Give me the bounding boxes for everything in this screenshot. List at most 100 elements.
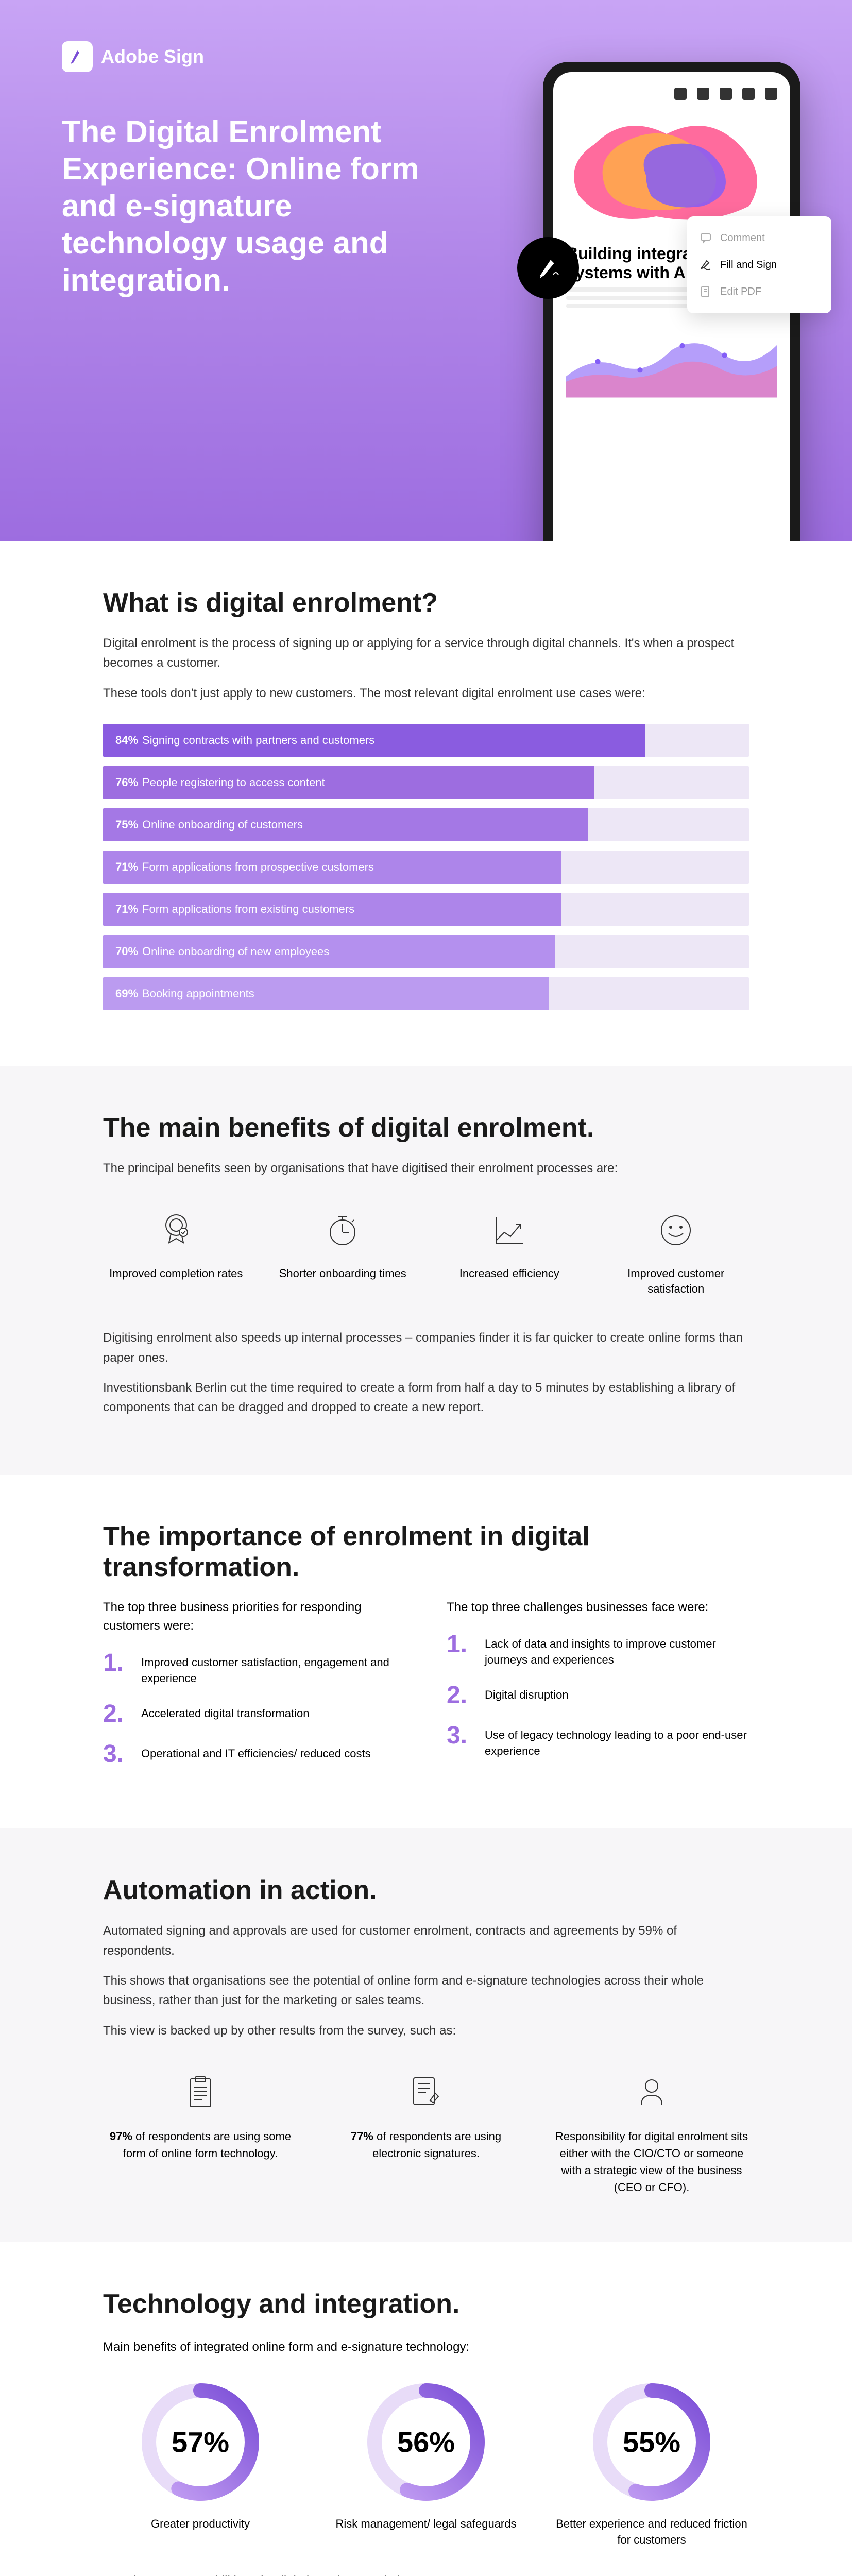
auto-text: 97% of respondents are using some form o… <box>103 2128 298 2162</box>
bar-item: 71%Form applications from existing custo… <box>103 893 749 926</box>
comment-icon <box>700 232 712 244</box>
benefit-item: Increased efficiency <box>436 1210 583 1298</box>
auto-row: 97% of respondents are using some form o… <box>103 2072 749 2196</box>
numbered-item: 1. Lack of data and insights to improve c… <box>447 1632 749 1668</box>
chart-graphic <box>566 324 777 398</box>
donut-wrap: 56% <box>364 2380 488 2504</box>
item-number: 3. <box>103 1742 129 1767</box>
item-text: Operational and IT efficiencies/ reduced… <box>141 1742 371 1762</box>
menu-label: Comment <box>720 232 765 244</box>
benefit-label: Increased efficiency <box>436 1266 583 1282</box>
toolbar-icon <box>697 88 709 100</box>
pen-badge <box>517 237 579 299</box>
donut-wrap: 55% <box>590 2380 713 2504</box>
item-number: 3. <box>447 1723 472 1748</box>
edit-icon <box>700 285 712 298</box>
section-title: Automation in action. <box>103 1875 749 1906</box>
sub-heading: Most important capabilities of a digital… <box>103 2574 749 2576</box>
brand-name: Adobe Sign <box>101 46 204 67</box>
auto-text: 77% of respondents are using electronic … <box>329 2128 523 2162</box>
item-text: Digital disruption <box>485 1683 569 1703</box>
item-number: 1. <box>447 1632 472 1657</box>
numbered-item: 1. Improved customer satisfaction, engage… <box>103 1651 405 1687</box>
smile-icon <box>655 1210 696 1251</box>
item-text: Use of legacy technology leading to a po… <box>485 1723 749 1759</box>
section-automation: Automation in action. Automated signing … <box>0 1828 852 2242</box>
benefit-item: Improved completion rates <box>103 1210 249 1298</box>
donut-label: Risk management/ legal safeguards <box>329 2516 523 2532</box>
body-text: Digitising enrolment also speeds up inte… <box>103 1328 749 1368</box>
bar-item: 71%Form applications from prospective cu… <box>103 851 749 884</box>
body-text: This view is backed up by other results … <box>103 2021 749 2041</box>
bar-fill: 76%People registering to access content <box>103 766 594 799</box>
auto-item: 77% of respondents are using electronic … <box>329 2072 523 2196</box>
menu-label: Edit PDF <box>720 286 761 298</box>
hero-section: Adobe Sign The Digital Enrolment Experie… <box>0 0 852 541</box>
pen-icon <box>67 46 88 67</box>
col-heading: The top three challenges businesses face… <box>447 1598 749 1617</box>
donut-item: 56% Risk management/ legal safeguards <box>329 2380 523 2548</box>
bar-fill: 71%Form applications from prospective cu… <box>103 851 561 884</box>
bar-fill: 70%Online onboarding of new employees <box>103 935 555 968</box>
body-text: Investitionsbank Berlin cut the time req… <box>103 1378 749 1418</box>
item-number: 2. <box>103 1702 129 1726</box>
sign-icon <box>700 259 712 271</box>
menu-label: Fill and Sign <box>720 259 777 271</box>
auto-item: 97% of respondents are using some form o… <box>103 2072 298 2196</box>
section-technology: Technology and integration. Main benefit… <box>0 2242 852 2576</box>
menu-item-edit-pdf[interactable]: Edit PDF <box>687 278 831 305</box>
item-text: Lack of data and insights to improve cus… <box>485 1632 749 1668</box>
donut-pct: 57% <box>172 2426 229 2459</box>
left-col: The top three business priorities for re… <box>103 1598 405 1783</box>
section-title: The importance of enrolment in digital t… <box>103 1521 749 1583</box>
pen-icon <box>535 255 561 281</box>
item-number: 1. <box>103 1651 129 1675</box>
numbered-item: 3. Use of legacy technology leading to a … <box>447 1723 749 1759</box>
bar-chart: 84%Signing contracts with partners and c… <box>103 724 749 1010</box>
clipboard-icon <box>180 2072 221 2113</box>
donut-row: 57% Greater productivity 56% Risk managemen… <box>103 2380 749 2548</box>
benefit-item: Improved customer satisfaction <box>603 1210 749 1298</box>
blob-graphic <box>553 103 785 232</box>
toolbar-icon <box>742 88 755 100</box>
section-title: Technology and integration. <box>103 2289 749 2319</box>
intro-text: The principal benefits seen by organisat… <box>103 1159 749 1178</box>
intro-text: Digital enrolment is the process of sign… <box>103 634 749 673</box>
bar-item: 70%Online onboarding of new employees <box>103 935 749 968</box>
donut-pct: 56% <box>397 2426 455 2459</box>
donut-wrap: 57% <box>139 2380 262 2504</box>
body-text: This shows that organisations see the po… <box>103 1971 749 2011</box>
donut-pct: 55% <box>623 2426 680 2459</box>
bar-item: 84%Signing contracts with partners and c… <box>103 724 749 757</box>
adobe-sign-logo <box>62 41 93 72</box>
item-text: Improved customer satisfaction, engageme… <box>141 1651 405 1687</box>
bar-item: 76%People registering to access content <box>103 766 749 799</box>
section-importance: The importance of enrolment in digital t… <box>0 1475 852 1829</box>
toolbar-icon <box>765 88 777 100</box>
benefit-label: Improved customer satisfaction <box>603 1266 749 1298</box>
donut-item: 55%Better experience and reduced frictio… <box>554 2380 749 2548</box>
timer-icon <box>322 1210 363 1251</box>
benefit-item: Shorter onboarding times <box>270 1210 416 1298</box>
section-title: What is digital enrolment? <box>103 587 749 618</box>
menu-item-comment[interactable]: Comment <box>687 225 831 251</box>
badge-icon <box>156 1210 197 1251</box>
bar-item: 75%Online onboarding of customers <box>103 808 749 841</box>
toolbar-icon <box>720 88 732 100</box>
chart-up-icon <box>489 1210 530 1251</box>
bar-fill: 71%Form applications from existing custo… <box>103 893 561 926</box>
toolbar-icon <box>674 88 687 100</box>
section-what-is: What is digital enrolment? Digital enrol… <box>0 541 852 1066</box>
intro-text: These tools don't just apply to new cust… <box>103 684 749 703</box>
bar-item: 69%Booking appointments <box>103 977 749 1010</box>
context-menu: Comment Fill and Sign Edit PDF <box>687 216 831 313</box>
body-text: Automated signing and approvals are used… <box>103 1921 749 1961</box>
auto-item: Responsibility for digital enrolment sit… <box>554 2072 749 2196</box>
item-number: 2. <box>447 1683 472 1708</box>
bar-fill: 75%Online onboarding of customers <box>103 808 588 841</box>
donut-label: Greater productivity <box>103 2516 298 2532</box>
donut-item: 57% Greater productivity <box>103 2380 298 2548</box>
section-benefits: The main benefits of digital enrolment. … <box>0 1066 852 1475</box>
menu-item-fill-sign[interactable]: Fill and Sign <box>687 251 831 278</box>
benefit-label: Shorter onboarding times <box>270 1266 416 1282</box>
